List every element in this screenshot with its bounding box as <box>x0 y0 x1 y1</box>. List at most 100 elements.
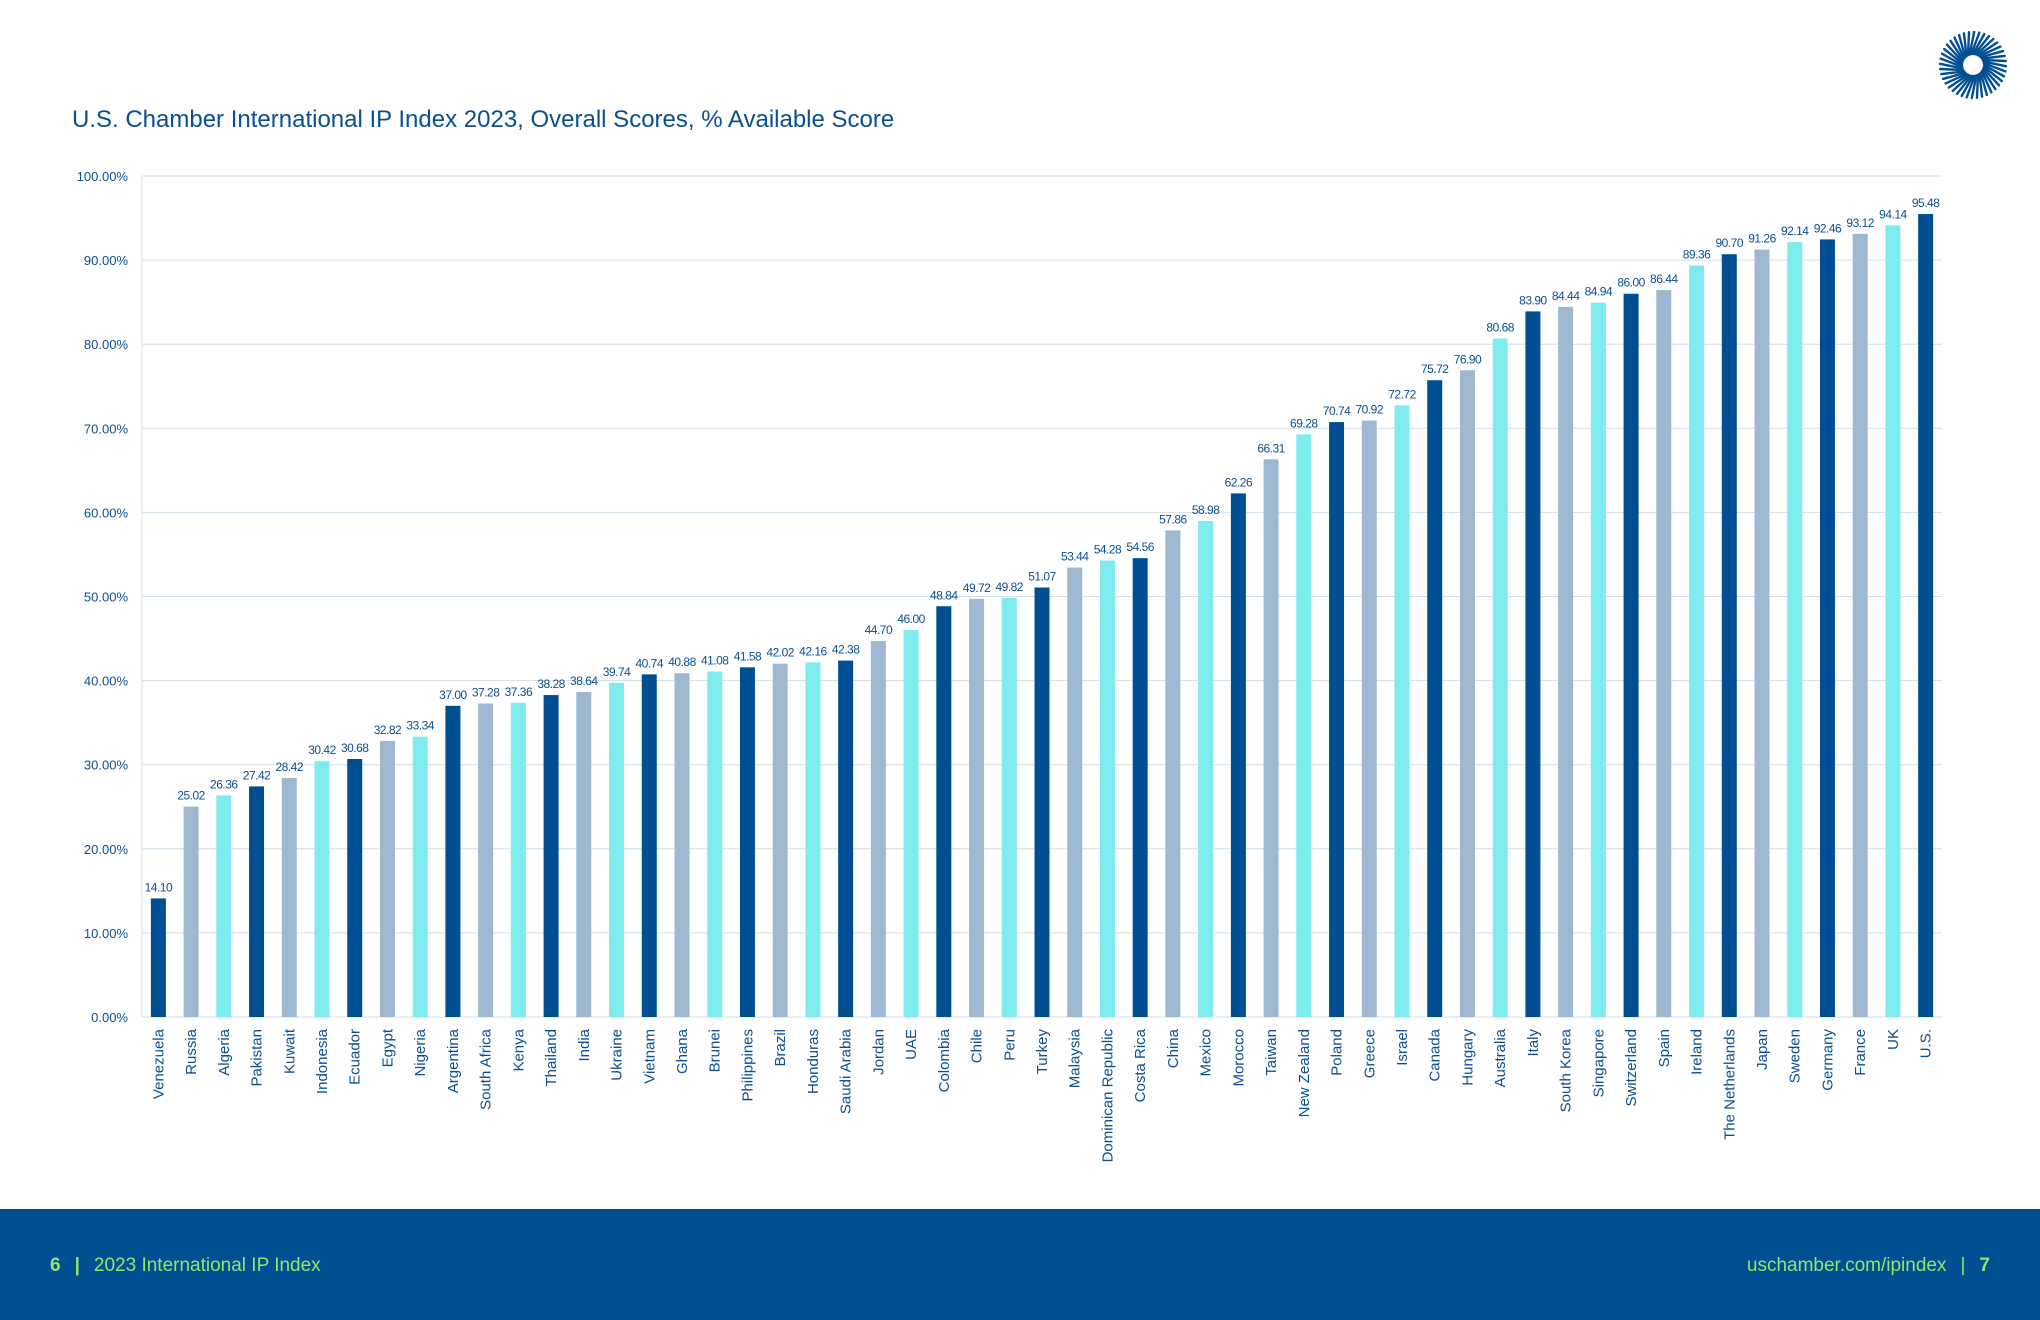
bar-chart: 0.00% 10.00% 20.00% 30.00% 40.00% 50.00% 60.00… <box>77 169 1942 1162</box>
bar <box>510 702 526 1017</box>
x-tick-label: India <box>576 1028 593 1061</box>
data-label: 86.44 <box>1650 272 1678 286</box>
x-tick-label: China <box>1165 1028 1182 1068</box>
data-label: 26.36 <box>210 777 238 791</box>
bar <box>1198 520 1214 1017</box>
bar <box>1787 242 1803 1017</box>
x-tick-label: Pakistan <box>249 1029 266 1087</box>
bar <box>1721 254 1737 1017</box>
x-tick-label: Ecuador <box>347 1029 364 1085</box>
bar <box>543 695 559 1017</box>
bar <box>707 671 723 1017</box>
bar <box>838 660 854 1017</box>
data-label: 37.28 <box>472 685 500 699</box>
footer-url-link[interactable]: uschamber.com/ipindex <box>1746 1255 1947 1276</box>
x-tick-label: Thailand <box>543 1029 560 1087</box>
data-label: 92.14 <box>1781 224 1809 238</box>
bar <box>1590 302 1606 1017</box>
x-tick-label: Venezuela <box>150 1028 167 1099</box>
bar <box>1819 239 1835 1018</box>
data-label: 42.16 <box>799 644 827 658</box>
bar <box>1132 558 1148 1017</box>
data-label: 32.82 <box>374 723 402 737</box>
data-label: 69.28 <box>1290 416 1318 430</box>
data-label: 72.72 <box>1388 387 1416 401</box>
data-label: 41.08 <box>701 654 729 668</box>
y-tick-label: 50.00% <box>84 590 129 605</box>
data-label: 37.00 <box>439 688 467 702</box>
data-label: 51.07 <box>1028 570 1056 584</box>
y-tick-label: 40.00% <box>84 674 129 689</box>
data-label: 49.82 <box>996 580 1024 594</box>
sunburst-rays <box>1938 30 2008 100</box>
bar <box>936 606 952 1017</box>
data-label: 90.70 <box>1716 236 1744 250</box>
bar <box>1296 434 1312 1017</box>
x-tick-label: Hungary <box>1459 1029 1476 1086</box>
data-label: 38.64 <box>570 674 598 688</box>
data-label: 28.42 <box>276 760 304 774</box>
bar <box>805 662 821 1017</box>
bar <box>1099 560 1115 1017</box>
data-label: 40.88 <box>668 655 696 669</box>
bar <box>1230 493 1246 1017</box>
bar <box>1067 567 1083 1017</box>
bar <box>1329 422 1345 1017</box>
data-label: 42.38 <box>832 643 860 657</box>
data-label: 49.72 <box>963 581 991 595</box>
bar <box>1623 293 1639 1017</box>
data-label: 54.56 <box>1126 540 1154 554</box>
bar <box>1852 233 1868 1018</box>
data-label: 48.84 <box>930 588 958 602</box>
x-tick-label: Ukraine <box>609 1029 626 1081</box>
data-label: 39.74 <box>603 665 631 679</box>
page-number-left: 6 <box>50 1255 61 1276</box>
y-tick-label: 20.00% <box>84 842 129 857</box>
data-label: 66.31 <box>1257 441 1285 455</box>
bar <box>249 786 265 1017</box>
data-label: 40.74 <box>636 656 664 670</box>
bar <box>379 740 395 1017</box>
bar <box>1165 530 1181 1017</box>
x-tick-label: The Netherlands <box>1721 1029 1738 1140</box>
x-tick-label: Kuwait <box>281 1028 298 1074</box>
x-tick-label: France <box>1852 1029 1869 1076</box>
x-tick-label: Israel <box>1394 1029 1411 1066</box>
data-label: 91.26 <box>1748 232 1776 246</box>
x-tick-label: U.S. <box>1918 1029 1935 1058</box>
bar <box>1656 290 1672 1017</box>
bar <box>641 674 657 1017</box>
bar <box>969 598 985 1017</box>
x-tick-label: Argentina <box>445 1028 462 1093</box>
x-tick-label: Taiwan <box>1263 1029 1280 1076</box>
x-tick-label: Nigeria <box>412 1028 429 1076</box>
bar <box>1492 338 1508 1017</box>
x-tick-label: Ireland <box>1689 1029 1706 1075</box>
data-label: 86.00 <box>1617 276 1645 290</box>
footer-separator: | <box>74 1255 80 1276</box>
x-tick-label: Sweden <box>1787 1029 1804 1083</box>
bar <box>903 630 919 1017</box>
page-footer: 6 | 2023 International IP Index uschamber.… <box>0 1209 2040 1320</box>
x-tick-label: Morocco <box>1230 1029 1247 1087</box>
data-label: 57.86 <box>1159 512 1187 526</box>
x-tick-label: South Korea <box>1558 1028 1575 1112</box>
data-label: 53.44 <box>1061 550 1089 564</box>
bar <box>1001 598 1017 1017</box>
bar <box>1885 225 1901 1017</box>
data-label: 30.42 <box>308 743 336 757</box>
x-tick-label: Spain <box>1656 1029 1673 1067</box>
bar <box>1689 265 1705 1017</box>
bar <box>1263 459 1279 1017</box>
y-tick-label: 30.00% <box>84 758 129 773</box>
data-label: 42.02 <box>766 646 794 660</box>
x-tick-label: Ghana <box>674 1028 691 1074</box>
x-tick-label: Greece <box>1361 1029 1378 1078</box>
x-tick-label: Brazil <box>772 1029 789 1067</box>
x-tick-label: Peru <box>1001 1029 1018 1061</box>
bar <box>1525 311 1541 1017</box>
x-tick-label: Costa Rica <box>1132 1028 1149 1102</box>
bar <box>1918 214 1934 1018</box>
footer-separator: | <box>1960 1255 1966 1276</box>
data-label: 70.92 <box>1356 403 1384 417</box>
